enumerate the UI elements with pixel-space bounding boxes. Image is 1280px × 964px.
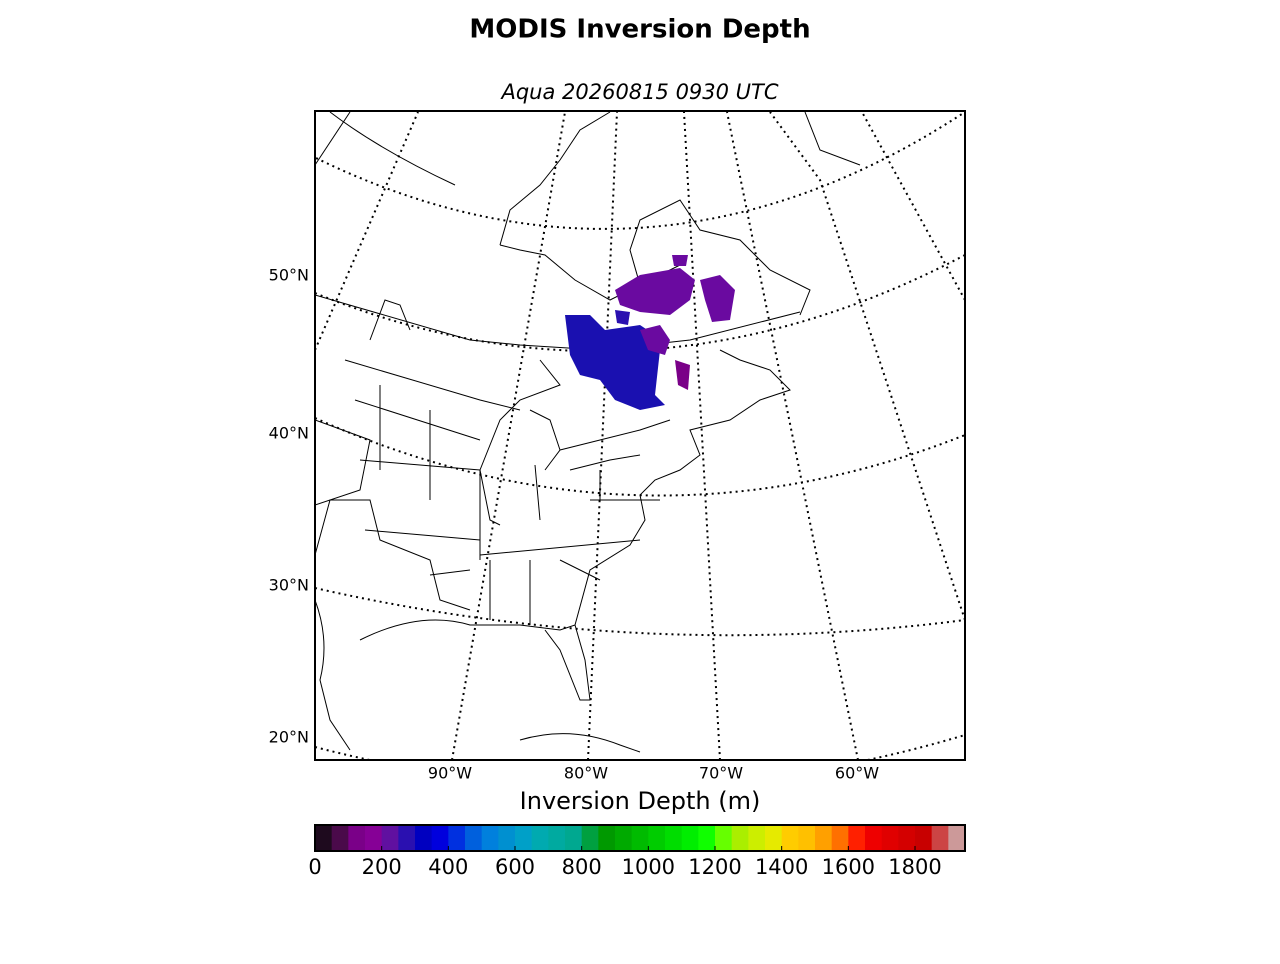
- colorbar-segment: [748, 825, 766, 851]
- colorbar-segment: [698, 825, 716, 851]
- colorbar-segment: [431, 825, 449, 851]
- colorbar-segment: [648, 825, 666, 851]
- colorbar-segment: [465, 825, 483, 851]
- colorbar-segment: [531, 825, 549, 851]
- colorbar-segment: [331, 825, 349, 851]
- lon-label: 90°W: [428, 764, 472, 783]
- lat-label: 50°N: [269, 266, 309, 285]
- colorbar-segment: [831, 825, 849, 851]
- colorbar-segment: [815, 825, 833, 851]
- colorbar-segment: [781, 825, 799, 851]
- colorbar-segment: [765, 825, 783, 851]
- colorbar-segment: [348, 825, 366, 851]
- colorbar-segment: [931, 825, 949, 851]
- colorbar-tick-label: 1000: [622, 855, 675, 879]
- subtitle: Aqua 20260815 0930 UTC: [499, 80, 778, 104]
- colorbar-tick-label: 1600: [822, 855, 875, 879]
- colorbar-tick-label: 1400: [755, 855, 808, 879]
- lon-label: 80°W: [564, 764, 608, 783]
- colorbar-segment: [398, 825, 416, 851]
- colorbar-segment: [448, 825, 466, 851]
- colorbar-segment: [498, 825, 516, 851]
- colorbar-segment: [798, 825, 816, 851]
- colorbar-tick-label: 600: [495, 855, 535, 879]
- colorbar-segment: [515, 825, 533, 851]
- coastlines: [315, 111, 861, 753]
- colorbar-segment: [631, 825, 649, 851]
- colorbar-tick-label: 1200: [688, 855, 741, 879]
- colorbar-segment: [681, 825, 699, 851]
- colorbar-label: Inversion Depth (m): [520, 787, 761, 815]
- colorbar-segment: [481, 825, 499, 851]
- map-layer: [315, 111, 965, 760]
- colorbar-tick-label: 800: [562, 855, 602, 879]
- colorbar-tick-label: 1800: [888, 855, 941, 879]
- colorbar-segment: [315, 825, 333, 851]
- title: MODIS Inversion Depth: [469, 15, 810, 45]
- colorbar-segment: [381, 825, 399, 851]
- colorbar-segment: [548, 825, 566, 851]
- colorbar-segment: [865, 825, 883, 851]
- colorbar-tick-label: 200: [362, 855, 402, 879]
- map-frame: [314, 110, 966, 761]
- colorbar-segment: [915, 825, 933, 851]
- colorbar-segment: [565, 825, 583, 851]
- graticule: [315, 111, 965, 760]
- lon-label: 60°W: [835, 764, 879, 783]
- colorbar-tick-label: 0: [308, 855, 321, 879]
- colorbar-segment: [598, 825, 616, 851]
- inversion-field: [565, 255, 735, 410]
- lat-label: 40°N: [269, 424, 309, 443]
- colorbar-segment: [365, 825, 383, 851]
- lat-label: 30°N: [269, 576, 309, 595]
- colorbar-segment: [848, 825, 866, 851]
- colorbar-segment: [415, 825, 433, 851]
- lat-label: 20°N: [269, 728, 309, 747]
- colorbar-segment: [731, 825, 749, 851]
- colorbar-segment: [881, 825, 899, 851]
- colorbar-segment: [715, 825, 733, 851]
- colorbar-segment: [898, 825, 916, 851]
- colorbar-tick-label: 400: [428, 855, 468, 879]
- colorbar-segment: [948, 825, 966, 851]
- lon-label: 70°W: [699, 764, 743, 783]
- colorbar-segment: [581, 825, 599, 851]
- colorbar-segment: [665, 825, 683, 851]
- colorbar-frame: [314, 824, 966, 852]
- colorbar-segment: [615, 825, 633, 851]
